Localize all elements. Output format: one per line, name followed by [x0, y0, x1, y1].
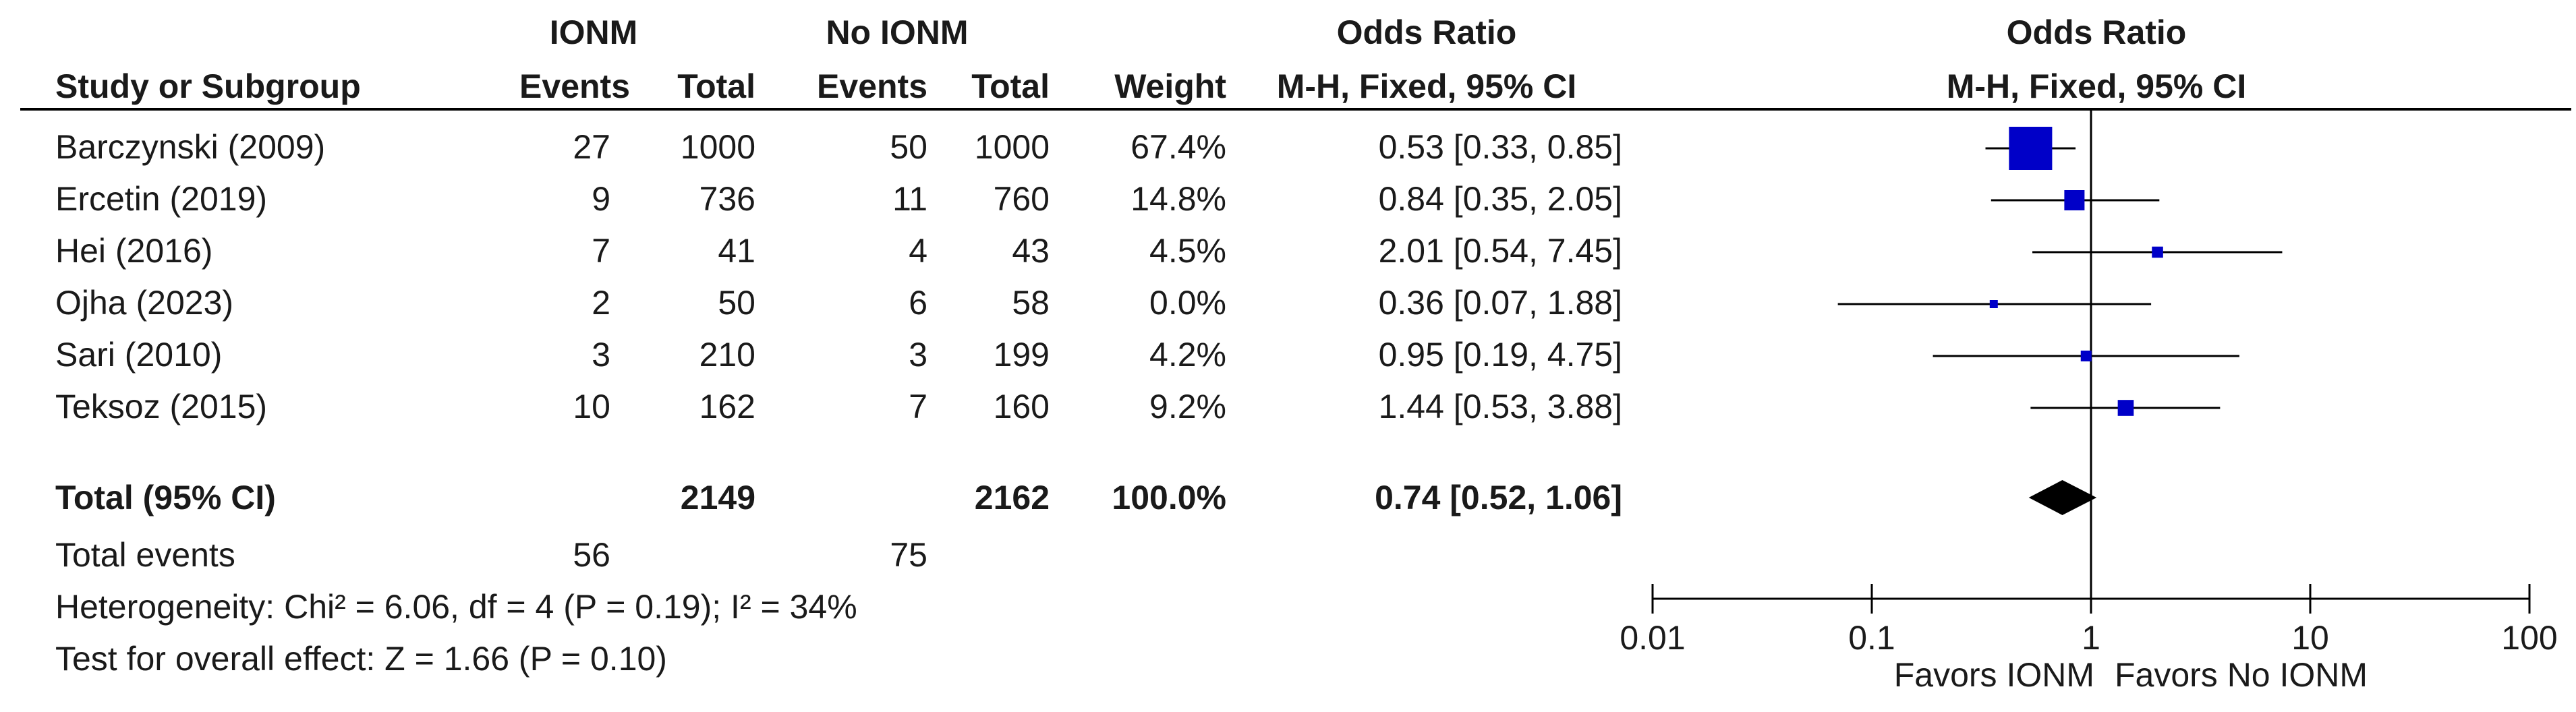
total2-sum: 2162	[975, 479, 1050, 516]
total-weight: 100.0%	[1112, 479, 1226, 516]
events2-value: 3	[909, 336, 927, 374]
study-marker	[2009, 127, 2053, 170]
table-method-header: M-H, Fixed, 95% CI	[1277, 67, 1577, 105]
study-marker	[1989, 300, 1998, 308]
weight-value: 4.2%	[1149, 336, 1226, 374]
events1-value: 10	[573, 388, 610, 425]
pooled-ci-text: 0.74 [0.52, 1.06]	[1375, 479, 1622, 516]
table-row: Sari (2010) 3 210 3 199 4.2% 0.95 [0.19,…	[55, 336, 1622, 374]
total2-value: 199	[994, 336, 1050, 374]
pooled-diamond	[2028, 480, 2097, 515]
study-name: Sari (2010)	[55, 336, 222, 374]
heterogeneity-text: Heterogeneity: Chi² = 6.06, df = 4 (P = …	[55, 588, 857, 626]
x-tick-label: 10	[2291, 619, 2329, 657]
total2-value: 43	[1012, 232, 1050, 270]
study-name: Barczynski (2009)	[55, 128, 325, 166]
total2-value: 760	[994, 180, 1050, 218]
events1-column-header: Events	[519, 67, 630, 105]
plot-area: 0.01 0.1 1 10 100	[1620, 109, 2558, 657]
ci-text: 2.01 [0.54, 7.45]	[1379, 232, 1622, 270]
study-name: Teksoz (2015)	[55, 388, 267, 425]
table-row: Barczynski (2009) 27 1000 50 1000 67.4% …	[55, 128, 1622, 166]
weight-value: 9.2%	[1149, 388, 1226, 425]
x-tick-label: 1	[2082, 619, 2100, 657]
events2-value: 4	[909, 232, 927, 270]
study-marker	[2117, 400, 2134, 416]
total-row: Total (95% CI) 2149 2162 100.0% 0.74 [0.…	[55, 479, 1622, 516]
events2-value: 50	[890, 128, 927, 166]
plot-effect-title: Odds Ratio	[2007, 13, 2187, 51]
total-label: Total (95% CI)	[55, 479, 276, 516]
table-row: Ojha (2023) 2 50 6 58 0.0% 0.36 [0.07, 1…	[55, 284, 1622, 322]
events2-value: 11	[892, 180, 927, 218]
total2-value: 160	[994, 388, 1050, 425]
favors-left-label: Favors IONM	[1894, 656, 2094, 694]
total1-column-header: Total	[677, 67, 755, 105]
ci-text: 1.44 [0.53, 3.88]	[1379, 388, 1622, 425]
total2-column-header: Total	[971, 67, 1050, 105]
weight-value: 4.5%	[1149, 232, 1226, 270]
total-events2: 75	[890, 536, 927, 574]
ci-text: 0.84 [0.35, 2.05]	[1379, 180, 1622, 218]
total2-value: 1000	[975, 128, 1050, 166]
weight-value: 67.4%	[1130, 128, 1226, 166]
ci-text: 0.53 [0.33, 0.85]	[1379, 128, 1622, 166]
total1-value: 210	[699, 336, 755, 374]
x-tick-label: 100	[2501, 619, 2557, 657]
total1-value: 736	[699, 180, 755, 218]
total1-value: 41	[718, 232, 755, 270]
weight-value: 0.0%	[1149, 284, 1226, 322]
events1-value: 27	[573, 128, 610, 166]
total-events-row: Total events 56 75	[55, 536, 927, 574]
total1-sum: 2149	[681, 479, 755, 516]
study-marker	[2152, 246, 2163, 258]
table-row: Ercetin (2019) 9 736 11 760 14.8% 0.84 […	[55, 180, 1622, 218]
total1-value: 1000	[681, 128, 755, 166]
study-marker	[2080, 351, 2092, 361]
events2-value: 7	[909, 388, 927, 425]
weight-value: 14.8%	[1130, 180, 1226, 218]
plot-method-header: M-H, Fixed, 95% CI	[1947, 67, 2247, 105]
study-name: Ercetin (2019)	[55, 180, 267, 218]
events1-value: 7	[592, 232, 610, 270]
study-name: Hei (2016)	[55, 232, 212, 270]
study-name: Ojha (2023)	[55, 284, 233, 322]
total2-value: 58	[1012, 284, 1050, 322]
ci-text: 0.36 [0.07, 1.88]	[1379, 284, 1622, 322]
weight-column-header: Weight	[1114, 67, 1226, 105]
x-tick-label: 0.1	[1848, 619, 1895, 657]
group1-header: IONM	[550, 13, 638, 51]
x-tick-label: 0.01	[1620, 619, 1685, 657]
overall-effect-text: Test for overall effect: Z = 1.66 (P = 0…	[55, 640, 667, 678]
events2-column-header: Events	[817, 67, 927, 105]
study-column-header: Study or Subgroup	[55, 67, 361, 105]
study-marker	[2064, 190, 2085, 210]
events1-value: 9	[592, 180, 610, 218]
events1-value: 2	[592, 284, 610, 322]
total1-value: 162	[699, 388, 755, 425]
table-row: Teksoz (2015) 10 162 7 160 9.2% 1.44 [0.…	[55, 388, 1622, 425]
table-effect-title: Odds Ratio	[1337, 13, 1517, 51]
total-events-label: Total events	[55, 536, 235, 574]
table-row: Hei (2016) 7 41 4 43 4.5% 2.01 [0.54, 7.…	[55, 232, 1622, 270]
total-events1: 56	[573, 536, 610, 574]
events1-value: 3	[592, 336, 610, 374]
group2-header: No IONM	[826, 13, 968, 51]
events2-value: 6	[909, 284, 927, 322]
total1-value: 50	[718, 284, 755, 322]
favors-right-label: Favors No IONM	[2115, 656, 2368, 694]
ci-text: 0.95 [0.19, 4.75]	[1379, 336, 1622, 374]
